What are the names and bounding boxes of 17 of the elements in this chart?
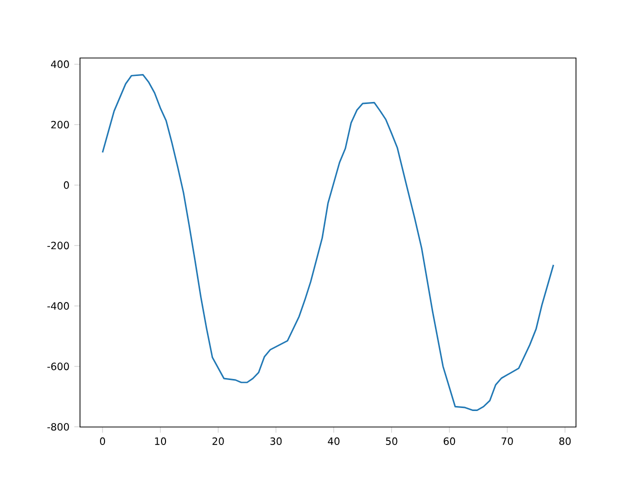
x-tick-label: 70 (502, 437, 513, 445)
line-series (102, 74, 554, 411)
y-tick-label: -600 (47, 362, 69, 370)
x-tick-label: 50 (386, 437, 398, 445)
x-tick-label: 10 (155, 437, 166, 445)
y-tick-label: 400 (50, 60, 69, 68)
x-tick-label: 40 (328, 437, 340, 445)
x-tick-label: 80 (559, 437, 571, 445)
y-tick-label: -200 (47, 242, 69, 250)
y-tick-label: -400 (47, 302, 69, 310)
x-tick-label: 30 (270, 437, 282, 445)
y-tick-label: 0 (64, 181, 69, 189)
x-tick-label: 0 (100, 437, 106, 445)
y-tick-label: -800 (47, 423, 69, 431)
x-tick-label: 60 (444, 437, 456, 445)
x-tick-label: 20 (212, 437, 224, 445)
y-tick-label: 200 (51, 120, 69, 128)
